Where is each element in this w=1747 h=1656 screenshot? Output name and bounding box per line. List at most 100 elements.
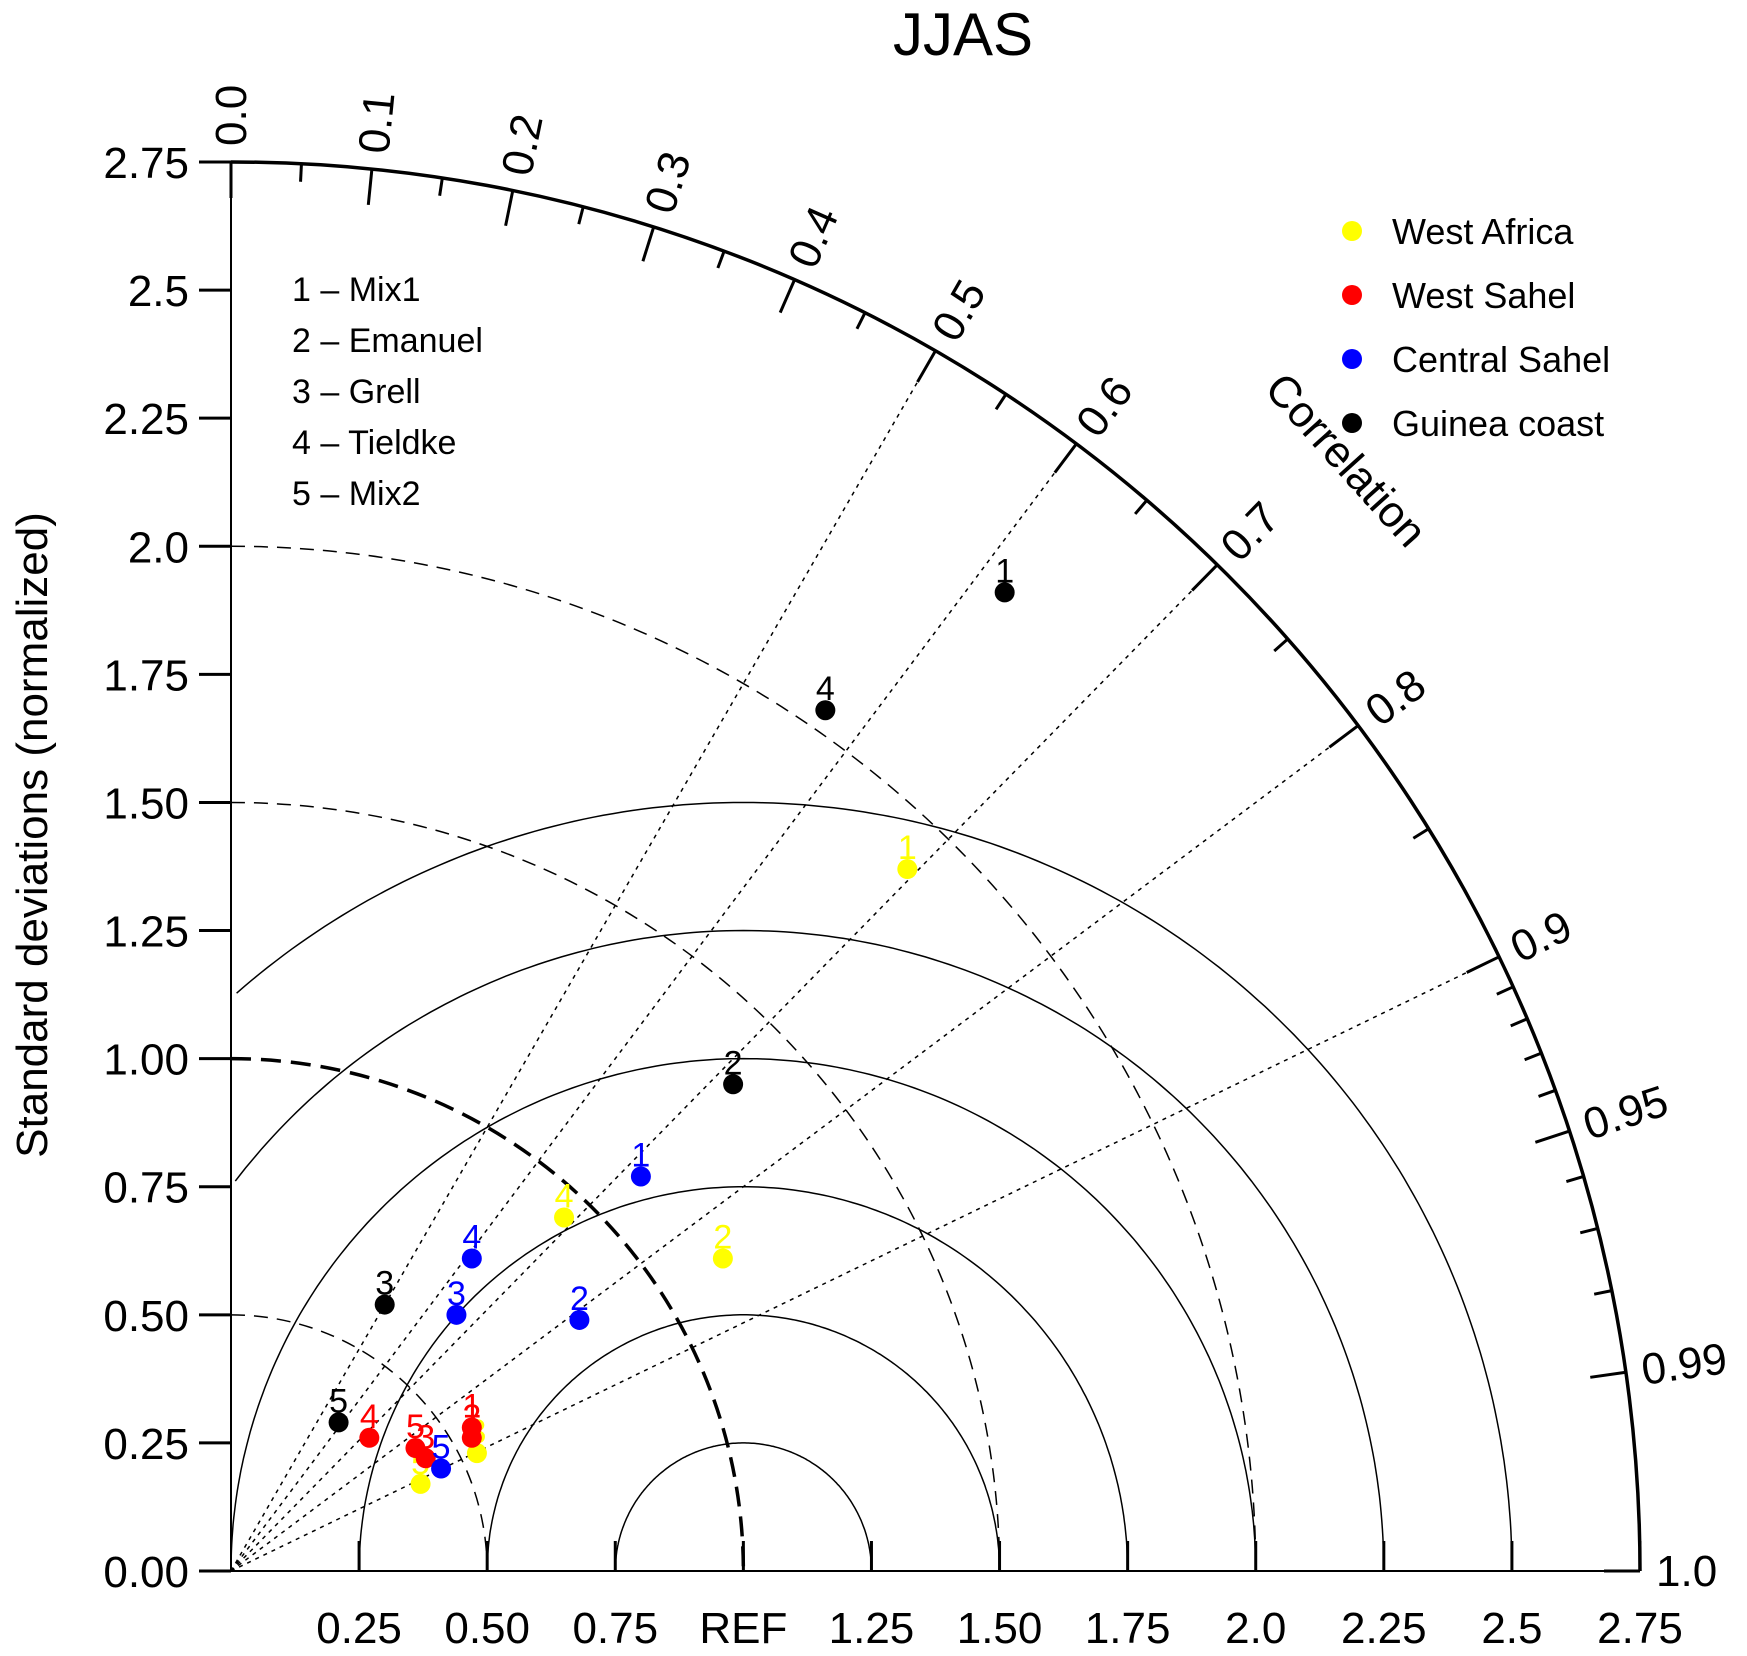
y-tick-label: 0.50 <box>103 1292 189 1341</box>
correlation-tick <box>504 190 515 227</box>
correlation-tick-label: 0.5 <box>923 272 996 349</box>
legend: West Africa West Sahel Central Sahel Gui… <box>1342 211 1610 444</box>
correlation-minor-tick <box>1524 1051 1542 1062</box>
correlation-tick <box>916 350 937 383</box>
correlation-tick <box>778 279 796 314</box>
x-tick-label: 2.75 <box>1597 1604 1683 1653</box>
rms-circle <box>486 1314 1001 1571</box>
data-point-label: 3 <box>375 1265 394 1303</box>
model-key-item: 5 – Mix2 <box>292 475 421 513</box>
x-tick-label: 1.25 <box>829 1604 915 1653</box>
data-point <box>359 1427 380 1448</box>
correlation-minor-tick <box>1496 985 1514 996</box>
data-point-label: 3 <box>447 1275 466 1313</box>
x-tick-label: 1.75 <box>1085 1604 1171 1653</box>
data-point <box>569 1309 590 1330</box>
data-point <box>897 859 918 880</box>
std-dashed-arc <box>230 1314 488 1572</box>
data-point <box>374 1294 395 1315</box>
correlation-tick <box>1534 1129 1571 1144</box>
y-tick-label: 2.5 <box>128 267 189 316</box>
outer-correlation-arc <box>230 160 1642 1572</box>
correlation-tick-label: 0.1 <box>350 90 405 156</box>
legend-label: Guinea coast <box>1392 403 1604 444</box>
chart-title: JJAS <box>893 1 1033 68</box>
legend-marker-guinea-coast <box>1342 413 1362 433</box>
x-tick-label: 1.50 <box>957 1604 1043 1653</box>
model-key-item: 1 – Mix1 <box>292 271 421 309</box>
y-axis-label: Standard deviations (normalized) <box>8 512 57 1158</box>
rms-circle <box>614 1442 873 1572</box>
x-tick-label: 0.75 <box>572 1604 658 1653</box>
correlation-minor-tick <box>1510 1017 1528 1028</box>
data-point-label: 2 <box>462 1398 481 1436</box>
correlation-tick-label: 0.3 <box>636 146 701 219</box>
y-tick-label: 0.75 <box>103 1164 189 1213</box>
correlation-tick <box>1191 563 1219 592</box>
model-key-item: 4 – Tieldke <box>292 424 456 462</box>
correlation-tick <box>366 168 374 206</box>
correlation-tick <box>1328 724 1360 749</box>
data-point <box>815 700 836 721</box>
correlation-tick-label: 0.2 <box>492 110 552 180</box>
x-tick-label: 2.25 <box>1341 1604 1427 1653</box>
y-tick-label: 0.25 <box>103 1420 189 1469</box>
correlation-minor-tick <box>1593 1289 1613 1296</box>
correlation-tick <box>1053 442 1078 474</box>
data-point-label: 2 <box>570 1280 589 1318</box>
correlation-tick <box>1466 955 1500 974</box>
x-tick-label: REF <box>699 1604 787 1653</box>
correlation-minor-tick <box>1538 1088 1556 1098</box>
legend-label: West Africa <box>1392 211 1574 252</box>
x-tick-label: 0.25 <box>316 1604 402 1653</box>
correlation-minor-tick <box>1273 637 1289 653</box>
correlation-radial <box>230 350 937 1572</box>
y-tick-label: 2.0 <box>128 523 189 572</box>
correlation-tick-label: 1.0 <box>1656 1547 1717 1596</box>
correlation-tick-label: 0.8 <box>1357 660 1435 736</box>
rms-circle <box>234 929 1385 1571</box>
y-tick-label: 1.50 <box>103 779 189 828</box>
data-point-label: 2 <box>724 1044 743 1082</box>
std-dashed-arc <box>230 545 1257 1572</box>
data-point-label: 5 <box>329 1382 348 1420</box>
correlation-minor-tick <box>1412 827 1430 840</box>
data-point <box>466 1443 487 1464</box>
model-key: 1 – Mix1 2 – Emanuel 3 – Grell 4 – Tield… <box>292 271 483 513</box>
legend-marker-west-sahel <box>1342 285 1362 305</box>
legend-label: Central Sahel <box>1392 339 1610 380</box>
data-point-label: 1 <box>631 1136 650 1174</box>
x-tick-label: 2.5 <box>1481 1604 1542 1653</box>
data-point <box>994 582 1015 603</box>
correlation-minor-tick <box>994 393 1008 411</box>
correlation-tick-label: 0.0 <box>207 85 256 146</box>
data-point <box>630 1166 651 1187</box>
y-tick-label: 1.25 <box>103 908 189 957</box>
correlation-minor-tick <box>1134 499 1148 515</box>
correlation-minor-tick <box>299 163 303 182</box>
correlation-tick-label: 0.9 <box>1503 902 1579 973</box>
data-point <box>328 1412 349 1433</box>
legend-marker-central-sahel <box>1342 349 1362 369</box>
data-point-label: 5 <box>432 1429 451 1467</box>
data-point-label: 1 <box>995 552 1014 590</box>
correlation-minor-tick <box>577 206 585 225</box>
data-point-label: 5 <box>406 1408 425 1446</box>
data-point <box>554 1207 575 1228</box>
data-point <box>723 1074 744 1095</box>
rms-circle <box>230 1057 1257 1571</box>
rms-circle <box>236 801 1513 1572</box>
correlation-minor-tick <box>1579 1227 1599 1235</box>
legend-marker-west-africa <box>1342 221 1362 241</box>
y-tick-label: 0.00 <box>103 1548 189 1597</box>
data-point <box>431 1458 452 1479</box>
correlation-minor-tick <box>716 250 726 269</box>
data-point-label: 4 <box>555 1177 574 1215</box>
correlation-tick-label: 0.99 <box>1638 1334 1730 1395</box>
correlation-radial <box>230 724 1359 1572</box>
correlation-tick-label: 0.7 <box>1211 493 1289 571</box>
data-point <box>461 1248 482 1269</box>
model-key-item: 2 – Emanuel <box>292 322 483 360</box>
correlation-tick-label: 0.95 <box>1577 1076 1674 1149</box>
